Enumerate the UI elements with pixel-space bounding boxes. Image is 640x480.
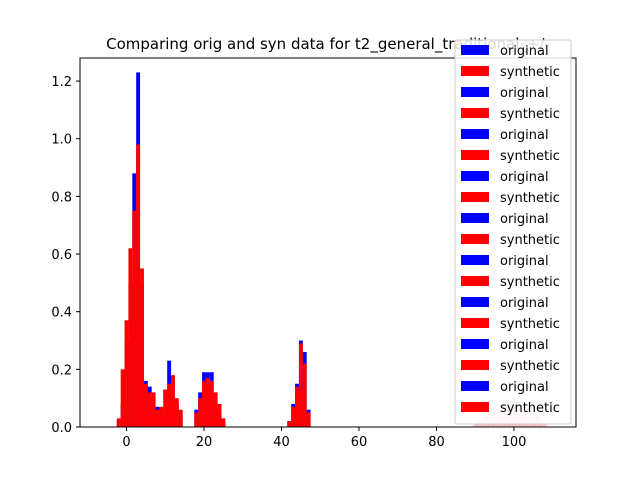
legend-swatch-synthetic: [461, 192, 489, 202]
legend-label-original: original: [500, 212, 549, 227]
synthetic-bar: [155, 409, 160, 427]
synthetic-bar: [205, 377, 210, 427]
legend-swatch-synthetic: [461, 402, 489, 412]
legend-swatch-original: [461, 381, 489, 391]
y-tick-label: 0.6: [51, 248, 72, 263]
y-tick-label: 1.2: [51, 75, 72, 90]
synthetic-bar: [302, 363, 307, 427]
legend-label-synthetic: synthetic: [500, 275, 560, 290]
synthetic-bar: [143, 383, 148, 427]
legend-label-original: original: [500, 338, 549, 353]
legend-label-synthetic: synthetic: [500, 233, 560, 248]
legend-swatch-original: [461, 297, 489, 307]
legend-label-synthetic: synthetic: [500, 149, 560, 164]
synthetic-bar: [178, 409, 183, 427]
synthetic-bar: [543, 424, 547, 427]
synthetic-bar: [291, 406, 296, 427]
y-axis: 0.0 0.2 0.4 0.6 0.8 1.0 1.2: [51, 75, 80, 436]
x-tick-label: 100: [502, 435, 527, 450]
synthetic-bar: [202, 380, 206, 427]
x-tick-label: 60: [351, 435, 368, 450]
synthetic-bar: [124, 320, 129, 427]
synthetic-bar: [287, 421, 292, 427]
synthetic-bar: [132, 210, 137, 427]
legend-swatch-synthetic: [461, 150, 489, 160]
synthetic-bar: [159, 406, 164, 427]
legend-label-synthetic: synthetic: [500, 107, 560, 122]
legend-label-synthetic: synthetic: [500, 191, 560, 206]
legend-swatch-original: [461, 87, 489, 97]
legend: original synthetic original synthetic origin…: [454, 39, 572, 425]
legend-swatch-synthetic: [461, 234, 489, 244]
legend-swatch-synthetic: [461, 108, 489, 118]
synthetic-bar: [298, 343, 303, 427]
legend-swatch-synthetic: [461, 360, 489, 370]
synthetic-bar: [209, 380, 214, 427]
synthetic-bar: [136, 144, 141, 427]
synthetic-bar: [171, 375, 175, 427]
legend-label-original: original: [500, 128, 549, 143]
synthetic-bar: [213, 392, 218, 427]
synthetic-bar: [194, 412, 199, 427]
legend-swatch-original: [461, 129, 489, 139]
legend-label-original: original: [500, 254, 549, 269]
synthetic-bar: [306, 412, 311, 427]
chart-title: Comparing orig and syn data for t2_gener…: [106, 35, 550, 54]
synthetic-bar: [120, 369, 125, 427]
y-tick-label: 0.4: [51, 306, 72, 321]
x-axis: 0 20 40 60 80 100: [122, 427, 526, 450]
synthetic-bar: [295, 386, 299, 427]
legend-swatch-original: [461, 339, 489, 349]
legend-label-synthetic: synthetic: [500, 317, 560, 332]
x-tick-label: 40: [273, 435, 290, 450]
y-tick-label: 0.0: [51, 421, 72, 436]
legend-label-original: original: [500, 170, 549, 185]
synthetic-bar: [221, 418, 226, 427]
legend-swatch-original: [461, 255, 489, 265]
axes-frame: [79, 57, 577, 428]
synthetic-bar: [217, 403, 222, 427]
legend-label-original: original: [500, 44, 549, 59]
legend-label-synthetic: synthetic: [500, 65, 560, 80]
legend-label-synthetic: synthetic: [500, 359, 560, 374]
x-tick-label: 0: [122, 435, 130, 450]
legend-label-synthetic: synthetic: [500, 401, 560, 416]
synthetic-bar: [167, 383, 172, 427]
legend-swatch-synthetic: [461, 66, 489, 76]
y-tick-label: 1.0: [51, 133, 72, 148]
legend-label-original: original: [500, 380, 549, 395]
synthetic-bar: [473, 424, 478, 427]
synthetic-bar: [174, 398, 179, 427]
synthetic-bar: [151, 392, 156, 427]
legend-label-original: original: [500, 86, 549, 101]
synthetic-bar: [147, 392, 152, 427]
legend-swatch-synthetic: [461, 276, 489, 286]
y-tick-label: 0.2: [51, 363, 72, 378]
legend-swatch-original: [461, 45, 489, 55]
legend-label-original: original: [500, 296, 549, 311]
synthetic-bar: [198, 398, 203, 427]
bars-layer: [116, 72, 547, 427]
synthetic-bar: [163, 389, 168, 427]
legend-swatch-synthetic: [461, 318, 489, 328]
y-tick-label: 0.8: [51, 190, 72, 205]
synthetic-bar: [116, 418, 121, 427]
legend-swatch-original: [461, 213, 489, 223]
x-tick-label: 80: [428, 435, 445, 450]
x-tick-label: 20: [196, 435, 213, 450]
synthetic-bar: [128, 248, 133, 427]
legend-swatch-original: [461, 171, 489, 181]
synthetic-bar: [140, 268, 144, 427]
